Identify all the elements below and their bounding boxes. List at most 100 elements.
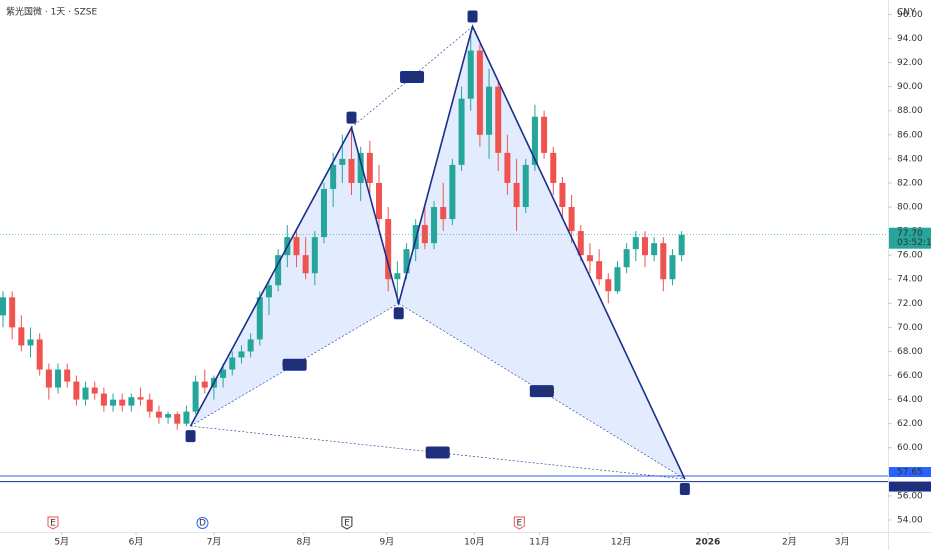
y-tick-label: 86.00: [897, 130, 923, 140]
candle-body: [504, 152, 511, 183]
candle-body: [275, 255, 282, 286]
x-tick-label: 3月: [835, 537, 850, 548]
candle-body: [339, 158, 346, 165]
y-tick-label: 68.00: [897, 347, 923, 357]
y-tick-label: 80.00: [897, 203, 923, 213]
candle-body: [146, 399, 153, 412]
event-marker: [47, 516, 59, 530]
price-tag: [889, 481, 931, 492]
candle-body: [91, 387, 98, 394]
candle-body: [229, 357, 236, 370]
currency: CNY: [897, 8, 916, 18]
y-tick-label: 64.00: [897, 395, 923, 405]
candle-body: [467, 50, 474, 99]
candle-body: [486, 86, 493, 135]
y-tick-label: 90.00: [897, 82, 923, 92]
candle-body: [641, 237, 648, 256]
pivot-label: A: [348, 114, 355, 124]
candle-body: [265, 285, 272, 298]
candle-body: [495, 86, 502, 153]
pivot-marker: [393, 307, 404, 320]
price-tag-label: 57.65: [897, 468, 923, 478]
candle-body: [513, 182, 520, 208]
x-tick-label: 6月: [129, 537, 144, 548]
y-tick-label: 70.00: [897, 323, 923, 333]
candle-body: [623, 249, 630, 268]
y-tick-label: 54.00: [897, 515, 923, 525]
event-marker: [196, 517, 209, 529]
candle-body: [55, 369, 62, 388]
y-tick-label: 82.00: [897, 178, 923, 188]
candle-body: [330, 164, 337, 189]
candle-body: [256, 297, 263, 340]
candle-body: [376, 182, 383, 220]
candle-body: [568, 207, 575, 232]
ratio-box: [282, 358, 307, 371]
candle-body: [605, 279, 612, 292]
y-tick-label: 88.00: [897, 106, 923, 116]
price-tag: [889, 467, 931, 478]
event-label: E: [50, 519, 56, 529]
y-tick-label: 84.00: [897, 154, 923, 164]
y-tick-label: 56.00: [897, 491, 923, 501]
candle-body: [476, 50, 483, 135]
candle-body: [669, 255, 676, 280]
candle-body: [128, 397, 135, 406]
x-tick-label: 5月: [54, 537, 69, 548]
ratio-label: 0.591: [282, 361, 308, 371]
candle-body: [36, 339, 43, 370]
x-tick-label: 2月: [782, 537, 797, 548]
pivot-marker: [185, 430, 196, 443]
candle-body: [82, 387, 89, 400]
ratio-box: [529, 385, 554, 398]
y-tick-label: 72.00: [897, 299, 923, 309]
y-tick-label: 62.00: [897, 419, 923, 429]
candle-body: [247, 339, 254, 352]
candle-body: [651, 243, 658, 256]
candle-body: [119, 399, 126, 406]
candle-body: [366, 152, 373, 183]
y-tick-label: 60.00: [897, 443, 923, 453]
candle-body: [201, 381, 208, 388]
pattern-fill: [398, 26, 685, 480]
candle-body: [678, 234, 685, 256]
candle-body: [320, 188, 327, 238]
chart-title: 紫光国微 · 1天 · SZSE: [6, 6, 97, 18]
ratio-label: 1.54: [402, 73, 422, 83]
candle-body: [64, 369, 71, 382]
candle-body: [357, 152, 364, 183]
candle-body: [577, 231, 584, 256]
candle-body: [155, 411, 162, 418]
candle-body: [559, 182, 566, 208]
candle-body: [596, 261, 603, 280]
candle-body: [632, 237, 639, 250]
pivot-marker: [467, 10, 478, 23]
event-marker: [341, 516, 353, 530]
candle-body: [293, 237, 300, 256]
candle-body: [541, 116, 548, 153]
ratio-box: [425, 446, 450, 459]
pivot-label: D: [681, 485, 688, 495]
candle-body: [550, 152, 557, 183]
y-tick-label: 66.00: [897, 371, 923, 381]
x-tick-label: 7月: [207, 537, 222, 548]
candle-body: [403, 249, 410, 274]
x-tick-label: 11月: [529, 537, 549, 548]
candle-body: [522, 164, 529, 208]
candle-body: [165, 414, 172, 418]
price-tag-label: 57.19: [897, 482, 923, 492]
x-tick-label: 9月: [379, 537, 394, 548]
candle-body: [18, 327, 25, 346]
candle-body: [73, 381, 80, 400]
candle-body: [110, 399, 117, 406]
ratio-label: 1.171: [425, 449, 451, 459]
candle-body: [100, 393, 107, 406]
event-label: E: [516, 519, 522, 529]
candle-body: [192, 381, 199, 412]
y-tick-label: 94.00: [897, 34, 923, 44]
x-tick-label: 8月: [296, 537, 311, 548]
candle-body: [0, 297, 6, 316]
event-label: E: [344, 519, 350, 529]
